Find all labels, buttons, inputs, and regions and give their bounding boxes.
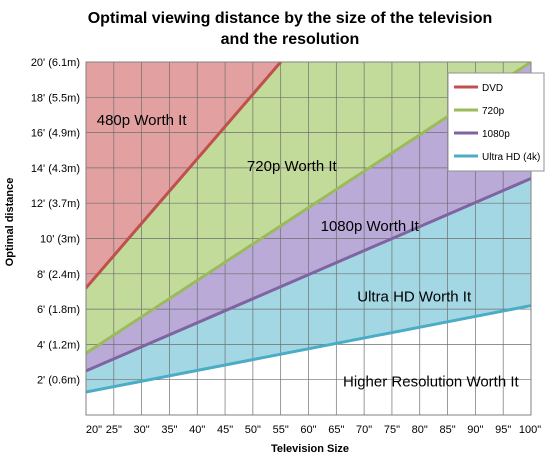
y-tick-label: 8' (2.4m): [37, 269, 80, 281]
plot-area-border: [85, 61, 532, 416]
series-line-1080p: [86, 176, 531, 373]
x-tick-label: 65": [328, 424, 344, 436]
x-tick-label: 35": [161, 424, 177, 436]
legend: DVD 720p 1080p Ultra HD (4k): [447, 72, 545, 172]
legend-entry-label: Ultra HD (4k): [482, 152, 540, 163]
region-label: Ultra HD Worth It: [357, 289, 472, 306]
y-tick-label: 12' (3.7m): [31, 198, 80, 210]
region-label: 480p Worth It: [97, 112, 188, 129]
series-line-ultra-hd-4k: [86, 304, 531, 394]
y-tick-label: 14' (4.3m): [31, 163, 80, 175]
x-tick-label: 50": [245, 424, 261, 436]
legend-box: [447, 72, 545, 172]
legend-entry-label: DVD: [482, 83, 503, 94]
y-tick-label: 6' (1.8m): [37, 304, 80, 316]
y-tick-label: 10' (3m): [40, 234, 80, 246]
x-tick-label: 60": [300, 424, 316, 436]
region-label: Higher Resolution Worth It: [343, 373, 519, 390]
x-tick-label: 55": [273, 424, 289, 436]
series-line-dvd: [86, 62, 283, 290]
y-axis-ticks: 2' (0.6m) 4' (1.2m) 6' (1.8m) 8' (2.4m) 10' …: [31, 57, 80, 387]
region-label: 1080p Worth It: [321, 218, 420, 235]
y-tick-label: 16' (4.9m): [31, 128, 80, 140]
region-label: 720p Worth It: [247, 158, 338, 175]
x-tick-label: 25": [106, 424, 122, 436]
y-tick-label: 20' (6.1m): [31, 57, 80, 69]
x-tick-label: 75": [384, 424, 400, 436]
y-axis-title: Optimal distance: [4, 178, 16, 267]
x-tick-label: 90": [467, 424, 483, 436]
chart-grid: [86, 62, 531, 415]
x-tick-label: 40": [189, 424, 205, 436]
y-tick-label: 2' (0.6m): [37, 375, 80, 387]
legend-entry-label: 1080p: [482, 129, 510, 140]
x-tick-label: 80": [412, 424, 428, 436]
y-tick-label: 18' (5.5m): [31, 92, 80, 104]
legend-entry-label: 720p: [482, 106, 505, 117]
chart-title-line-1: Optimal viewing distance by the size of …: [88, 10, 493, 27]
y-tick-label: 4' (1.2m): [37, 339, 80, 351]
x-tick-label: 95": [495, 424, 511, 436]
x-tick-label: 30": [134, 424, 150, 436]
x-tick-label: 20": [86, 424, 102, 436]
x-axis-title: Television Size: [271, 443, 349, 455]
x-axis-ticks: 20" 25" 30" 35" 40" 45" 50" 55" 60" 65" 70" 75" 80" 8…: [86, 424, 541, 436]
x-tick-label: 85": [439, 424, 455, 436]
x-tick-label: 45": [217, 424, 233, 436]
region-labels: 480p Worth It 720p Worth It 1080p Worth It…: [97, 112, 520, 390]
x-tick-label: 100": [519, 424, 541, 436]
x-tick-label: 70": [356, 424, 372, 436]
chart-title-line-2: and the resolution: [221, 31, 360, 48]
